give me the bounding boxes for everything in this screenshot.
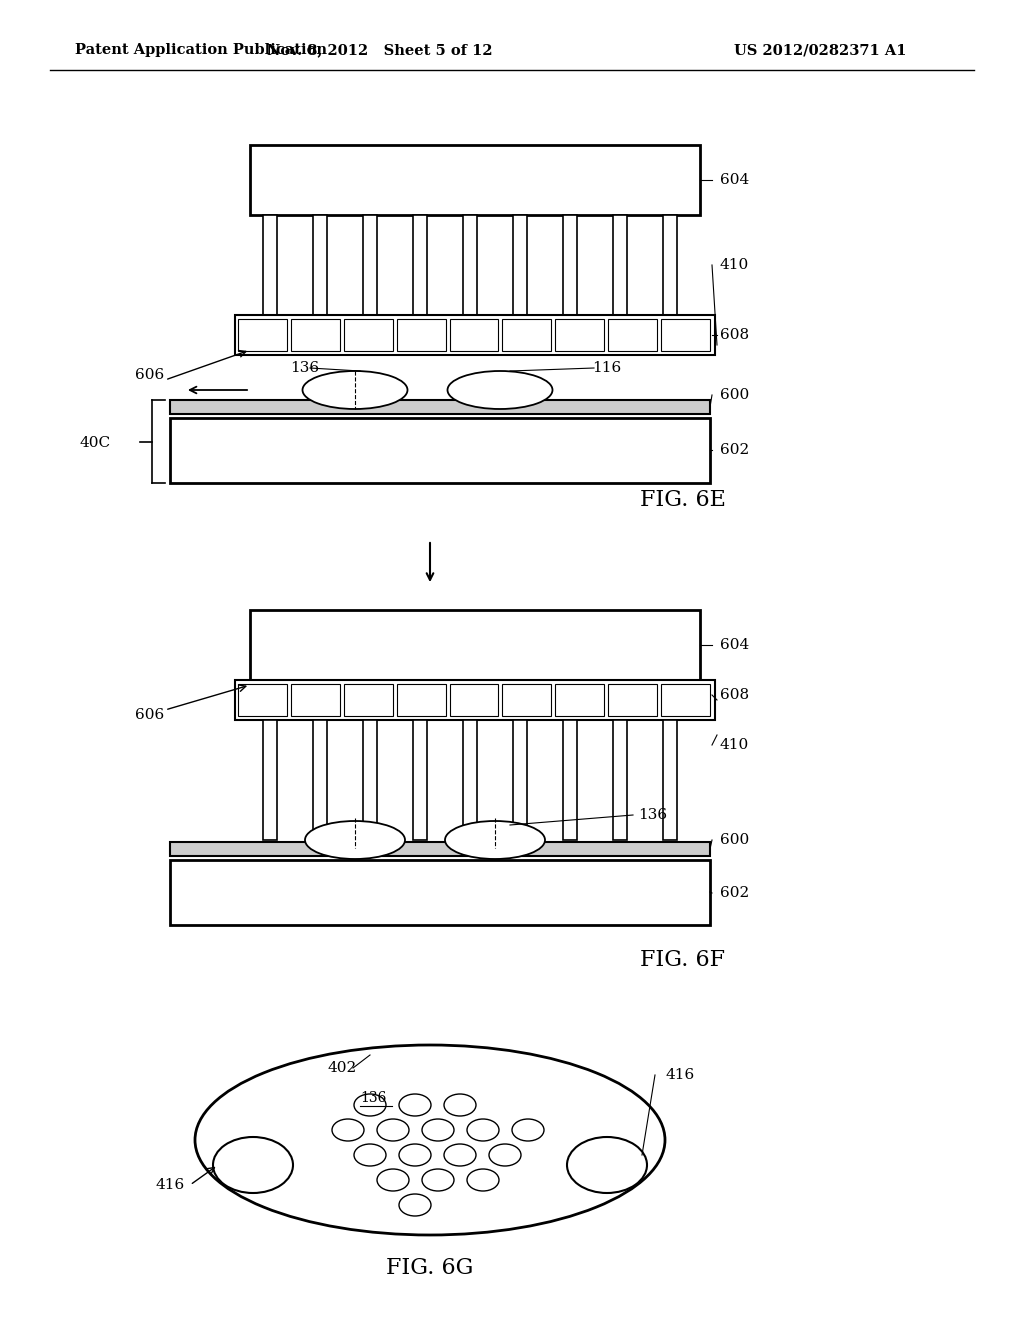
Bar [234,680,715,719]
Bar [613,215,627,315]
Bar [463,215,477,315]
Bar [238,684,287,715]
Text: 608: 608 [720,327,750,342]
Ellipse shape [467,1170,499,1191]
Bar [662,319,710,351]
Ellipse shape [445,821,545,859]
Ellipse shape [302,371,408,409]
Bar [503,684,551,715]
Bar [463,719,477,840]
Bar [291,684,340,715]
Ellipse shape [354,1144,386,1166]
Bar [344,319,392,351]
Text: 606: 606 [135,368,164,381]
Text: FIG. 6F: FIG. 6F [640,949,725,972]
Text: 410: 410 [720,738,750,752]
Bar [344,684,392,715]
Bar [608,684,657,715]
Ellipse shape [447,371,553,409]
Bar [250,145,700,215]
Text: 606: 606 [135,708,164,722]
Text: Nov. 8, 2012   Sheet 5 of 12: Nov. 8, 2012 Sheet 5 of 12 [267,44,493,57]
Text: 402: 402 [328,1061,357,1074]
Bar [613,719,627,840]
Bar [362,215,377,315]
Bar [396,684,445,715]
Bar [513,215,527,315]
Bar [362,719,377,840]
Text: 608: 608 [720,688,750,702]
Text: FIG. 6E: FIG. 6E [640,488,726,511]
Ellipse shape [467,1119,499,1140]
Text: 40C: 40C [80,436,112,450]
Text: 602: 602 [720,444,750,457]
Bar [263,215,278,315]
Text: 416: 416 [665,1068,694,1082]
Bar [413,719,427,840]
Bar [238,319,287,351]
Bar [563,719,577,840]
Bar [313,719,327,840]
Bar [450,319,499,351]
Ellipse shape [213,1137,293,1193]
Bar [663,215,677,315]
Ellipse shape [399,1094,431,1115]
Ellipse shape [399,1195,431,1216]
Bar [291,319,340,351]
Ellipse shape [332,1119,364,1140]
Bar [170,861,710,925]
Text: 602: 602 [720,886,750,900]
Text: 136: 136 [360,1092,386,1105]
Ellipse shape [422,1119,454,1140]
Text: 600: 600 [720,833,750,847]
Bar [250,610,700,680]
Bar [513,719,527,840]
Bar [234,315,715,355]
Bar [313,215,327,315]
Text: 410: 410 [720,257,750,272]
Ellipse shape [567,1137,647,1193]
Ellipse shape [444,1144,476,1166]
Bar [555,319,604,351]
Ellipse shape [377,1119,409,1140]
Bar [663,719,677,840]
Ellipse shape [489,1144,521,1166]
Ellipse shape [354,1094,386,1115]
Ellipse shape [305,821,406,859]
Bar [503,319,551,351]
Bar [396,319,445,351]
Text: FIG. 6G: FIG. 6G [386,1257,474,1279]
Ellipse shape [422,1170,454,1191]
Text: 136: 136 [290,360,319,375]
Text: US 2012/0282371 A1: US 2012/0282371 A1 [734,44,906,57]
Bar [450,684,499,715]
Bar [555,684,604,715]
Ellipse shape [512,1119,544,1140]
Text: 116: 116 [592,360,622,375]
Ellipse shape [377,1170,409,1191]
Text: 604: 604 [720,173,750,187]
Text: 416: 416 [155,1177,184,1192]
Text: 600: 600 [720,388,750,403]
Bar [170,842,710,855]
Bar [170,400,710,414]
Text: 136: 136 [638,808,667,822]
Bar [608,319,657,351]
Ellipse shape [195,1045,665,1236]
Ellipse shape [399,1144,431,1166]
Bar [170,418,710,483]
Bar [563,215,577,315]
Text: Patent Application Publication: Patent Application Publication [75,44,327,57]
Ellipse shape [444,1094,476,1115]
Text: 604: 604 [720,638,750,652]
Bar [263,719,278,840]
Bar [662,684,710,715]
Bar [413,215,427,315]
